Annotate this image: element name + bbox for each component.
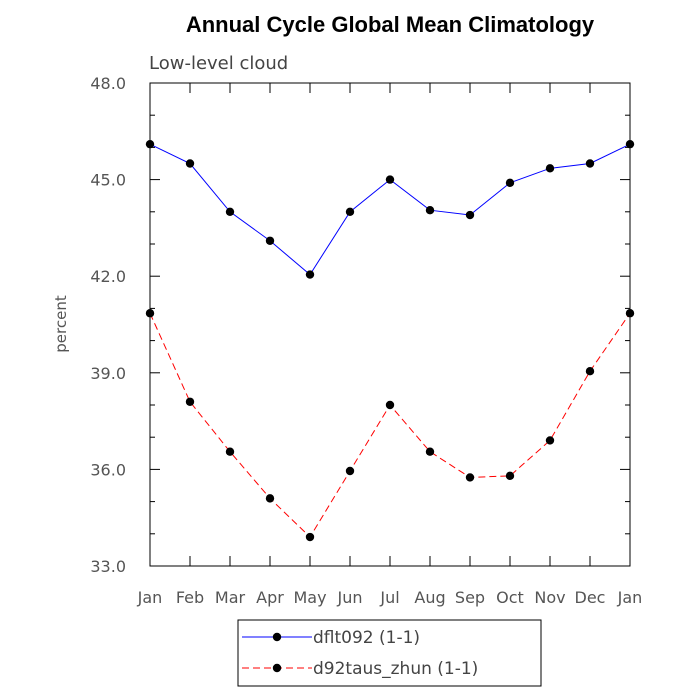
series-2-point [305,532,315,542]
x-tick-label: Sep [455,588,485,607]
x-tick-label: Aug [414,588,445,607]
series-1-point [185,159,195,168]
chart-subtitle: Low-level cloud [149,53,288,74]
series-1-point [465,210,475,220]
y-tick-label: 33.0 [90,557,126,576]
y-axis-label: percent [52,295,70,353]
series-2-point [185,397,195,406]
series-2-point [465,473,475,482]
series-1-point [545,164,555,173]
series-2-point [585,366,595,376]
series-1-point [265,236,275,245]
series-layer [145,139,635,542]
x-tick-label: Feb [176,588,204,607]
x-tick-label: Mar [215,588,246,607]
series-2-point [145,309,155,318]
series-line-2 [149,312,631,538]
y-tick-label: 48.0 [90,74,126,93]
series-2-point [385,400,395,410]
x-tick-label: Oct [496,588,524,607]
plot-frame [149,82,631,567]
x-tick-label: Nov [534,588,565,607]
series-1-point [585,159,595,168]
legend-marker-1 [272,632,282,642]
series-2-point [505,471,515,481]
axis-ticks: 33.0 36.0 39.0 42.0 45.0 48.0 Jan Feb Mar Apr May J… [90,74,642,607]
legend-marker-2 [272,663,282,673]
series-line-1 [149,143,631,276]
series-1-point [145,139,155,149]
series-2-point [265,494,275,503]
y-tick-label: 45.0 [90,171,126,190]
series-1-point [625,139,635,149]
legend-label-1: dflt092 (1-1) [313,628,420,648]
series-2-point [345,466,355,476]
series-1-point [505,178,515,188]
series-1-point [425,205,435,215]
x-tick-label: Jun [337,588,363,607]
x-tick-label: Jul [379,588,399,607]
series-2-point [225,447,235,456]
y-tick-label: 42.0 [90,267,126,286]
legend: dflt092 (1-1) d92taus_zhun (1-1) [237,619,542,687]
y-tick-label: 36.0 [90,460,126,479]
series-2-point [545,436,555,445]
legend-label-2: d92taus_zhun (1-1) [313,659,478,679]
series-1-point [385,175,395,184]
x-tick-label: Jan [617,588,643,607]
x-tick-label: Jan [137,588,163,607]
series-1-point [305,270,315,279]
series-1-point [345,207,355,216]
x-tick-label: May [293,588,326,607]
series-2-point [625,309,635,318]
y-tick-label: 39.0 [90,364,126,383]
legend-box [237,619,542,687]
series-1-point [225,207,235,216]
x-tick-label: Dec [575,588,606,607]
x-tick-label: Apr [256,588,284,607]
series-2-point [425,447,435,456]
chart-title: Annual Cycle Global Mean Climatology [186,12,595,37]
